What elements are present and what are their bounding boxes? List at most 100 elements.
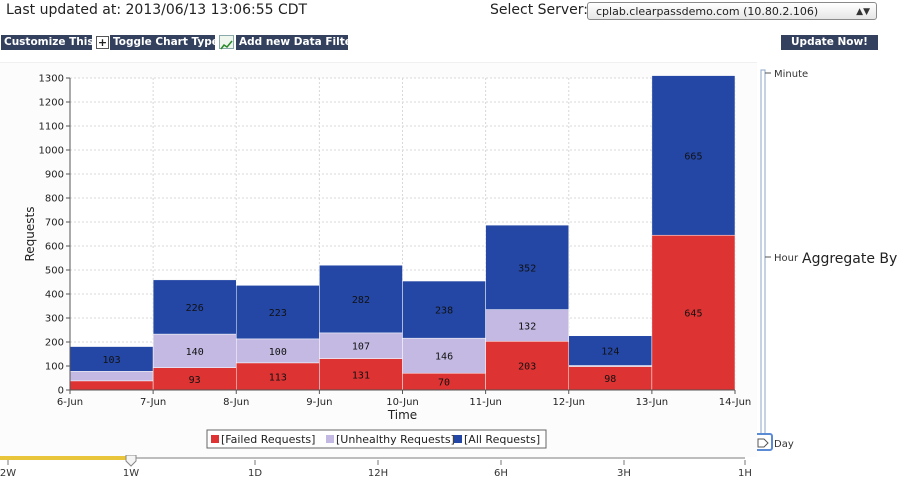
timeline-label: 1H [738,468,752,479]
bar-segment [485,341,569,391]
data-label: 132 [518,321,536,332]
data-label: 146 [435,352,453,363]
data-label: 226 [186,303,204,314]
server-select-value: cplab.clearpassdemo.com (10.80.2.106) [596,5,819,18]
data-label: 223 [269,308,287,319]
timeline-label: 12H [368,468,388,479]
bar-segment [651,234,736,391]
x-tick-label: 12-Jun [552,397,585,408]
update-now-button[interactable]: Update Now! [781,35,878,50]
legend-box [206,429,547,449]
data-label: 238 [435,306,453,317]
aggregate-option-minute: Minute [774,69,808,80]
aggregate-option-hour: Hour [774,253,799,264]
bar-segment [69,346,154,372]
bar-segment [319,358,403,391]
toggle-chart-type-button[interactable]: Toggle Chart Type [110,35,219,50]
bar-segment [568,335,653,366]
x-tick-label: 13-Jun [636,397,669,408]
aggregate-by-panel: Minute Hour Day Aggregate By [753,62,899,456]
legend-swatch [326,435,334,443]
data-label: 93 [189,375,201,386]
y-axis-title: Requests [23,207,37,262]
y-tick-label: 1200 [39,98,64,109]
bar-segment [152,333,237,368]
timeline-label: 6H [494,468,508,479]
bar-segment [402,337,486,374]
y-tick-label: 100 [45,362,64,373]
y-tick-label: 0 [58,386,64,397]
data-label: 131 [352,370,370,381]
x-tick-label: 14-Jun [719,397,752,408]
aggregate-slider[interactable]: Minute Hour Day Aggregate By [753,62,899,456]
bar-segment [319,332,403,359]
legend-swatch [211,435,219,443]
timeline-handle[interactable] [125,454,137,467]
data-label: 70 [438,378,450,389]
y-tick-label: 200 [45,338,64,349]
legend-label: [Unhealthy Requests] [336,433,455,446]
server-select-label: Select Server: [490,2,589,18]
data-label: 352 [518,263,536,274]
y-tick-label: 300 [45,314,64,325]
bar-segment [152,279,237,335]
x-tick-label: 10-Jun [386,397,419,408]
aggregate-by-label: Aggregate By [802,251,897,267]
last-updated-text: Last updated at: 2013/06/13 13:06:55 CDT [6,2,308,18]
legend-label: [Failed Requests] [221,433,315,446]
timeline-label: 3H [617,468,631,479]
data-label: 107 [352,342,370,353]
y-tick-label: 1100 [39,122,64,133]
timeline-svg: 2W 1W 1D 12H 6H 3H 1H [0,454,752,479]
bar-segment [236,338,320,364]
data-label: 665 [684,151,702,162]
bar-segment [236,285,320,340]
data-label: 113 [269,372,287,383]
x-tick-label: 9-Jun [306,397,332,408]
plus-icon[interactable]: + [96,36,109,49]
chart-svg: 0 100 200 300 400 500 600 700 800 900 1000 1100 1200… [23,74,752,449]
server-select[interactable]: cplab.clearpassdemo.com (10.80.2.106) ▲▼ [587,2,877,20]
data-label: 645 [684,309,702,320]
requests-chart: 0 100 200 300 400 500 600 700 800 900 1000 1100 1200… [0,62,757,457]
time-range-slider[interactable]: 2W 1W 1D 12H 6H 3H 1H [0,454,760,493]
y-tick-label: 1000 [39,146,64,157]
x-tick-label: 7-Jun [140,397,166,408]
y-tick-label: 400 [45,290,64,301]
data-label: 103 [103,355,121,366]
bar-segment [69,380,154,391]
y-tick-label: 700 [45,218,64,229]
legend-label: [All Requests] [464,433,540,446]
y-tick-label: 500 [45,266,64,277]
x-tick-label: 8-Jun [223,397,249,408]
y-tick-label: 800 [45,194,64,205]
x-tick-label: 6-Jun [57,397,83,408]
customize-button[interactable]: Customize This! [1,35,98,50]
legend-swatch [454,435,462,443]
bar-segment [319,264,403,334]
y-tick-label: 900 [45,170,64,181]
bar-segment [485,224,569,310]
data-label: 100 [269,347,287,358]
data-label: 203 [518,362,536,373]
aggregate-handle-icon [757,438,769,448]
x-tick-label: 11-Jun [469,397,502,408]
data-label: 282 [352,295,370,306]
data-label: 140 [186,347,204,358]
data-label: 124 [601,347,619,358]
timeline-label: 1D [248,468,262,479]
timeline-label: 1W [123,468,139,479]
add-data-filter-button[interactable]: Add new Data Filter [236,35,357,50]
y-tick-label: 600 [45,242,64,253]
chart-icon[interactable] [219,35,234,50]
y-tick-label: 1300 [39,74,64,85]
timeline-label: 2W [0,468,16,479]
chart-legend: [Failed Requests] [Unhealthy Requests] [Al… [206,429,547,449]
aggregate-option-day: Day [774,439,794,450]
bar-segment [69,371,154,382]
bar-segment [485,309,569,342]
select-arrows-icon: ▲▼ [856,7,870,17]
aggregate-track[interactable] [760,69,766,445]
bar-segment [651,75,736,236]
data-label: 98 [604,374,616,385]
